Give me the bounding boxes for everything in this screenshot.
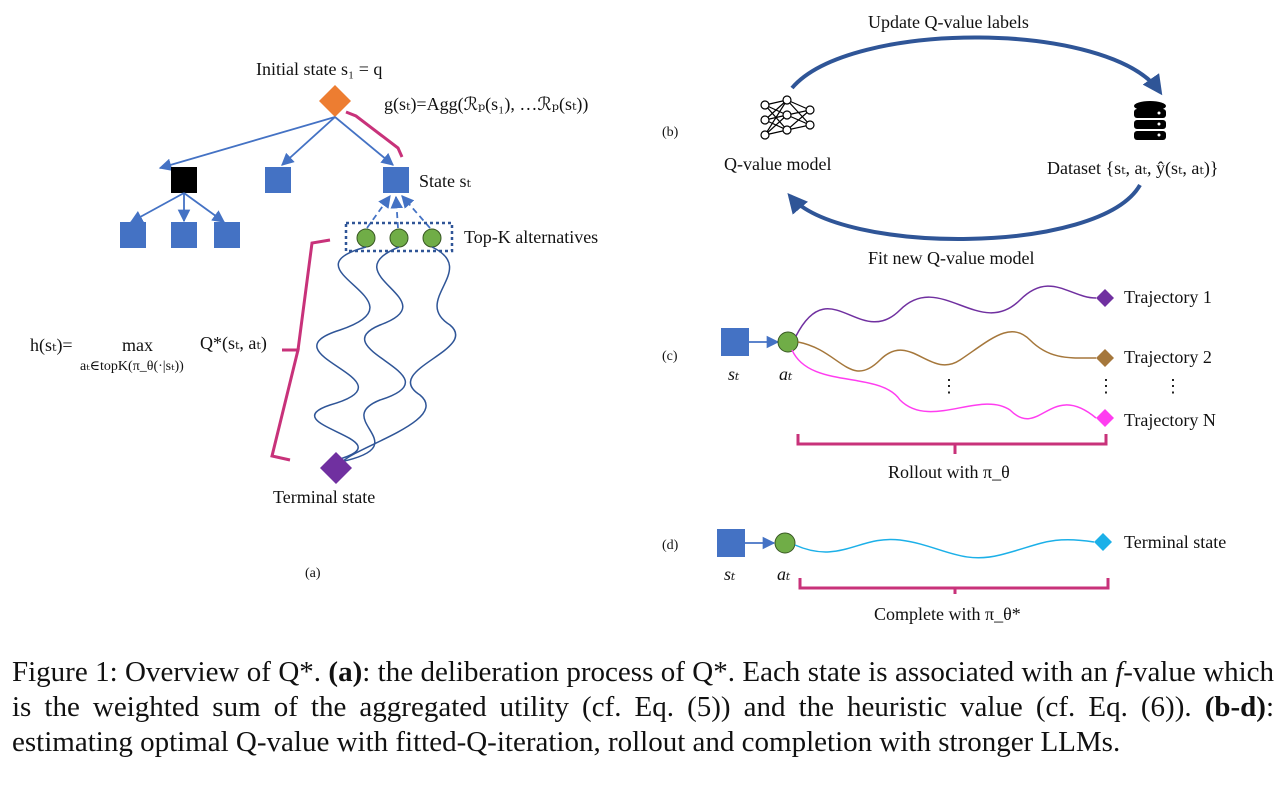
leaf-square-1: [120, 222, 146, 248]
caption-f-var: f: [1115, 656, 1124, 688]
neural-network-icon: [760, 95, 815, 140]
initial-state-label: Initial state s₁ = q: [256, 59, 382, 79]
rollout-bracket: [796, 434, 1108, 454]
trajectory-n-diamond: [1096, 409, 1114, 427]
edge-root-st: [334, 116, 394, 166]
d-s-label: sₜ: [724, 564, 736, 584]
caption-prefix: Figure 1: Overview of Q*.: [12, 656, 329, 688]
panel-b-label: (b): [662, 125, 679, 140]
h-q: Q*(sₜ, aₜ): [200, 333, 267, 354]
figure-caption: Figure 1: Overview of Q*. (a): the delib…: [12, 655, 1274, 760]
wave-rollout-2: [339, 246, 407, 463]
state-square: [265, 167, 291, 193]
edge-root-mid: [281, 116, 336, 166]
trajectory-n-path: [791, 349, 1097, 420]
caption-bd-tag: (b-d): [1204, 691, 1266, 723]
dashed-edge-1: [366, 194, 391, 229]
figure-diagram: Initial state s₁ = q g(sₜ)=Agg(ℛₚ(s₁), ……: [30, 12, 1226, 624]
trajectory-2-label: Trajectory 2: [1124, 347, 1212, 367]
trajectory-1-diamond: [1096, 289, 1114, 307]
d-state-square: [717, 529, 745, 557]
d-action-circle: [774, 532, 796, 554]
q-value-model-label: Q-value model: [724, 154, 831, 174]
state-st-label: State sₜ: [419, 171, 471, 191]
wave-rollout-3: [341, 246, 457, 463]
trajectory-n-label: Trajectory N: [1124, 410, 1216, 430]
panel-b: Update Q-value labels (b) Q-value model …: [662, 12, 1218, 268]
update-arrow: [790, 35, 1163, 96]
panel-c: (c) sₜ aₜ Trajectory 1 Trajectory 2 Traj…: [662, 285, 1216, 482]
c-action-circle: [777, 331, 799, 353]
dashed-edge-2: [390, 195, 404, 229]
d-a-label: aₜ: [777, 564, 791, 584]
expanded-state-square: [171, 167, 197, 193]
fit-label: Fit new Q-value model: [868, 248, 1034, 268]
trajectory-2-path: [797, 330, 1097, 372]
state-st-square: [383, 167, 409, 193]
panel-a: Initial state s₁ = q g(sₜ)=Agg(ℛₚ(s₁), ……: [30, 59, 598, 581]
d-terminal-diamond: [1094, 533, 1112, 551]
h-sub: aₜ∈topK(π_θ(·|sₜ)): [80, 359, 184, 374]
trajectory-1-path: [795, 285, 1097, 337]
caption-bd-text: : estimating optimal Q-value with fitted…: [12, 691, 1274, 758]
caption-a-text2: -value which is the weighted sum of the …: [12, 656, 1274, 723]
caption-a-text: : the deliberation process of Q*. Each s…: [362, 656, 1116, 688]
root-state-diamond: [319, 85, 351, 117]
panel-d-label: (d): [662, 538, 679, 553]
caption-a-tag: (a): [328, 656, 363, 688]
database-icon: [1134, 101, 1166, 140]
topk-box: [344, 221, 454, 253]
dashed-edge-3: [401, 195, 431, 229]
topk-alt-1: [356, 228, 376, 248]
trajectory-1-label: Trajectory 1: [1124, 287, 1212, 307]
topk-label: Top-K alternatives: [464, 227, 598, 247]
vdots-mid: ⋮: [940, 376, 958, 396]
rollout-label: Rollout with π_θ: [888, 462, 1010, 482]
c-s-label: sₜ: [728, 364, 740, 384]
leaf-square-3: [214, 222, 240, 248]
complete-bracket: [798, 578, 1110, 594]
panel-a-label: (a): [305, 566, 321, 581]
vdots-right: ⋮: [1097, 376, 1115, 396]
h-formula-left: h(sₜ)=: [30, 335, 73, 356]
h-max: max: [122, 335, 153, 355]
dataset-label: Dataset {sₜ, aₜ, ŷ(sₜ, aₜ)}: [1047, 158, 1218, 179]
update-label: Update Q-value labels: [868, 12, 1029, 32]
h-bracket: [270, 238, 331, 462]
g-formula: g(sₜ)=Agg(ℛₚ(s₁), …ℛₚ(sₜ)): [384, 94, 588, 115]
panel-d: (d) sₜ aₜ Terminal state Complete with π…: [662, 529, 1226, 624]
terminal-label: Terminal state: [273, 487, 375, 507]
complete-label: Complete with π_θ*: [874, 604, 1021, 624]
edge-black-child1: [129, 192, 185, 223]
edge-black-child3: [183, 192, 226, 223]
topk-alt-3: [422, 228, 442, 248]
c-a-label: aₜ: [779, 364, 793, 384]
c-state-square: [721, 328, 749, 356]
g-bracket: [345, 110, 404, 158]
panel-c-label: (c): [662, 349, 678, 364]
leaf-square-2: [171, 222, 197, 248]
d-terminal-label: Terminal state: [1124, 532, 1226, 552]
vdots-far: ⋮: [1164, 376, 1182, 396]
trajectory-2-diamond: [1096, 349, 1114, 367]
edge-root-black: [158, 116, 336, 171]
fit-arrow: [787, 184, 1142, 241]
terminal-diamond: [320, 452, 352, 484]
wave-rollout-1: [313, 246, 371, 461]
topk-alt-2: [389, 228, 409, 248]
completion-path: [794, 538, 1095, 559]
